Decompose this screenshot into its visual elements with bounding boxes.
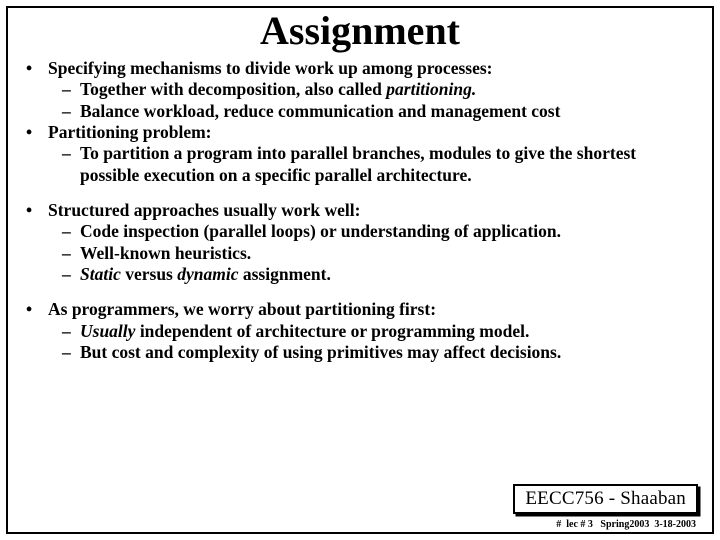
sub-bullet-text: Code inspection (parallel loops) or unde…: [80, 221, 694, 242]
bullet-text: Specifying mechanisms to divide work up …: [48, 58, 694, 79]
sub-bullet-row: –Code inspection (parallel loops) or und…: [26, 221, 694, 242]
bullet-icon: •: [26, 200, 48, 221]
bullet-row: •Structured approaches usually work well…: [26, 200, 694, 221]
bullet-text: Structured approaches usually work well:: [48, 200, 694, 221]
bullet-block: •Specifying mechanisms to divide work up…: [26, 58, 694, 122]
block-gap: [26, 186, 694, 200]
slide-body: •Specifying mechanisms to divide work up…: [8, 58, 712, 363]
dash-icon: –: [62, 264, 80, 285]
sub-bullet-row: –But cost and complexity of using primit…: [26, 342, 694, 363]
bullet-text: Partitioning problem:: [48, 122, 694, 143]
sub-bullet-row: –Together with decomposition, also calle…: [26, 79, 694, 100]
sub-bullet-row: –Usually independent of architecture or …: [26, 321, 694, 342]
bullet-icon: •: [26, 58, 48, 79]
dash-icon: –: [62, 79, 80, 100]
sub-bullet-text: Usually independent of architecture or p…: [80, 321, 694, 342]
bullet-block: •Partitioning problem:–To partition a pr…: [26, 122, 694, 186]
bullet-row: •Specifying mechanisms to divide work up…: [26, 58, 694, 79]
footer-box: EECC756 - Shaaban: [513, 484, 698, 514]
dash-icon: –: [62, 143, 80, 186]
slide-frame: Assignment •Specifying mechanisms to div…: [6, 6, 714, 534]
sub-bullet-text: Static versus dynamic assignment.: [80, 264, 694, 285]
dash-icon: –: [62, 221, 80, 242]
sub-bullet-text: To partition a program into parallel bra…: [80, 143, 694, 186]
sub-bullet-text: Balance workload, reduce communication a…: [80, 101, 694, 122]
bullet-icon: •: [26, 299, 48, 320]
bullet-block: •Structured approaches usually work well…: [26, 200, 694, 285]
bullet-text: As programmers, we worry about partition…: [48, 299, 694, 320]
sub-bullet-row: –To partition a program into parallel br…: [26, 143, 694, 186]
sub-bullet-text: Together with decomposition, also called…: [80, 79, 694, 100]
block-gap: [26, 285, 694, 299]
sub-bullet-text: Well-known heuristics.: [80, 243, 694, 264]
dash-icon: –: [62, 243, 80, 264]
footer-subtext: # lec # 3 Spring2003 3-18-2003: [556, 519, 696, 530]
sub-bullet-text: But cost and complexity of using primiti…: [80, 342, 694, 363]
bullet-icon: •: [26, 122, 48, 143]
sub-bullet-row: –Static versus dynamic assignment.: [26, 264, 694, 285]
sub-bullet-row: –Well-known heuristics.: [26, 243, 694, 264]
dash-icon: –: [62, 101, 80, 122]
slide-title: Assignment: [8, 10, 712, 52]
dash-icon: –: [62, 342, 80, 363]
bullet-row: •As programmers, we worry about partitio…: [26, 299, 694, 320]
bullet-block: •As programmers, we worry about partitio…: [26, 299, 694, 363]
dash-icon: –: [62, 321, 80, 342]
sub-bullet-row: –Balance workload, reduce communication …: [26, 101, 694, 122]
bullet-row: •Partitioning problem:: [26, 122, 694, 143]
